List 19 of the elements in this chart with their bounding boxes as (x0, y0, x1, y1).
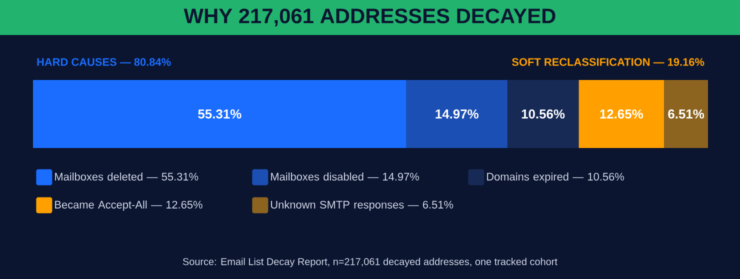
text: HARD CAUSES — 80.84% (37, 58, 171, 66)
chart-title: WHY 217,061 ADDRESSES DECAYED (184, 8, 556, 26)
bar (578, 80, 664, 148)
data-label: 14.97% (436, 109, 478, 119)
legend-label: Mailboxes deleted — 55.31% (55, 172, 198, 181)
legend-label: Unknown SMTP responses — 6.51% (271, 200, 454, 211)
data-label: 10.56% (522, 109, 565, 119)
legend-label: Domains expired — 10.56% (487, 172, 624, 183)
bar (664, 80, 708, 148)
text: SOFT RECLASSIFICATION — 19.16% (512, 58, 704, 66)
source-note: Source: Email List Decay Report, n=217,061 decayed addresses, one tracked cohort (182, 258, 558, 268)
bar (406, 80, 508, 148)
bar (507, 80, 579, 148)
bar (33, 80, 406, 148)
legend-label: Mailboxes disabled — 14.97% (271, 172, 419, 181)
data-label: 12.65% (600, 109, 643, 119)
data-label: 55.31% (198, 109, 242, 119)
data-label: 6.51% (668, 109, 704, 119)
legend-label: Became Accept-All — 12.65% (55, 200, 202, 211)
